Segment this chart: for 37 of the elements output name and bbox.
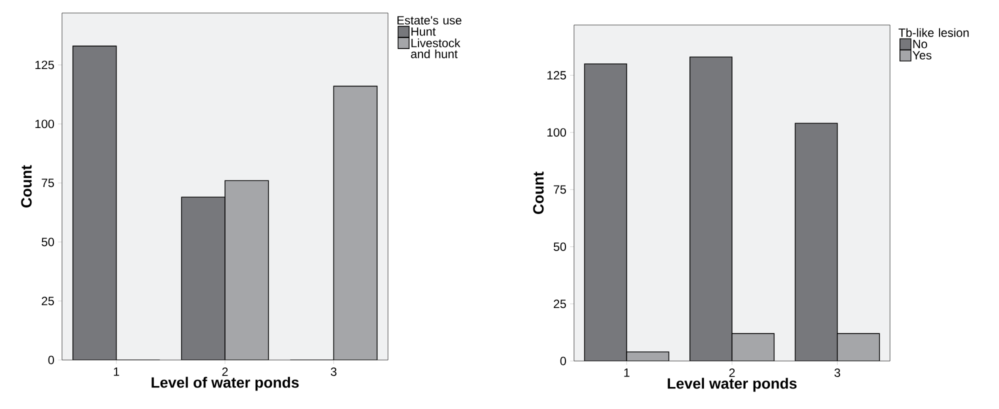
bar xyxy=(225,180,268,360)
bar xyxy=(732,334,774,361)
y-tick-label: 75 xyxy=(42,178,54,188)
y-tick-label: 25 xyxy=(554,300,566,308)
bar xyxy=(584,64,627,361)
legend-label: Livestock and hunt xyxy=(411,38,460,58)
y-tick-label: 0 xyxy=(560,356,566,366)
x-tick-label: 3 xyxy=(834,368,840,377)
bar xyxy=(182,197,226,360)
bar xyxy=(794,122,838,361)
x-axis-title: Level of water ponds xyxy=(152,376,299,391)
bar xyxy=(333,86,378,360)
y-tick-label: 50 xyxy=(554,242,566,251)
legend-label: Yes xyxy=(912,51,932,60)
y-tick-label: 75 xyxy=(554,185,566,194)
y-axis-title: Count xyxy=(21,165,32,208)
x-tick-label: 2 xyxy=(222,368,228,376)
bar xyxy=(72,46,116,360)
y-tick-label: 0 xyxy=(48,356,54,364)
x-axis-title: Level water ponds xyxy=(668,378,797,392)
x-tick-label: 3 xyxy=(330,368,336,376)
x-tick-label: 2 xyxy=(729,368,735,377)
x-tick-label: 1 xyxy=(624,368,630,377)
y-tick-label: 125 xyxy=(547,71,566,80)
y-tick-label: 25 xyxy=(42,296,54,306)
legend-title: Tb-like lesion xyxy=(898,28,969,37)
y-tick-label: 50 xyxy=(42,238,54,246)
x-tick-label: 1 xyxy=(114,368,120,376)
y-tick-label: 100 xyxy=(547,128,566,137)
y-tick-label: 125 xyxy=(35,60,54,70)
y-tick-label: 100 xyxy=(35,120,54,128)
y-axis-title: Count xyxy=(533,172,544,214)
bar xyxy=(690,56,732,361)
legend-label: No xyxy=(913,40,928,48)
legend-label: Hunt xyxy=(412,27,436,36)
legend-title: Estate's use xyxy=(398,16,462,25)
bar xyxy=(836,333,880,361)
